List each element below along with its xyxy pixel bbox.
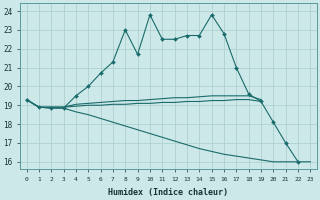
X-axis label: Humidex (Indice chaleur): Humidex (Indice chaleur): [108, 188, 228, 197]
